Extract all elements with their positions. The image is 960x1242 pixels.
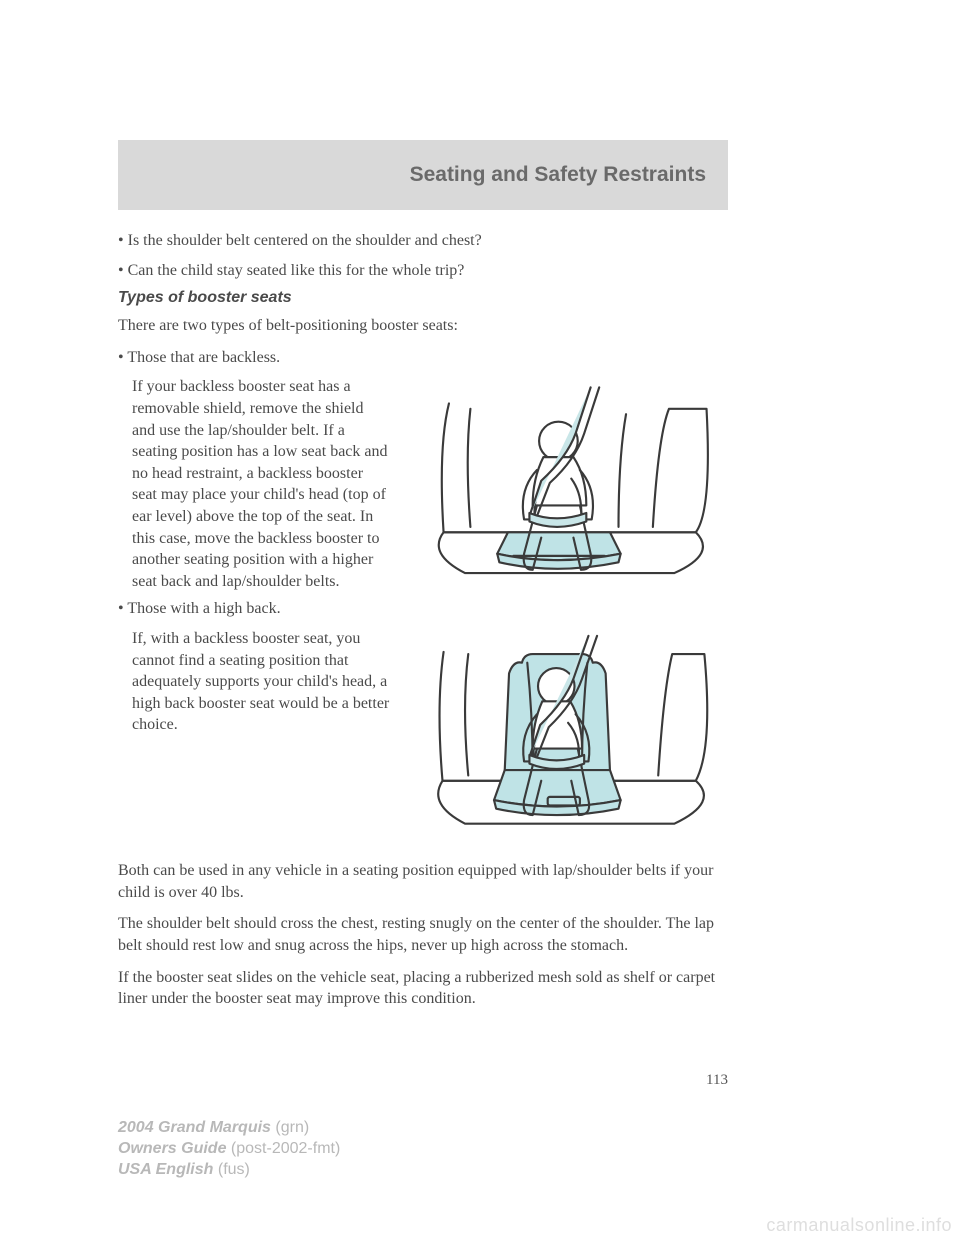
body-text: If your backless booster seat has a remo… (118, 376, 390, 592)
illustration-row-backless: If your backless booster seat has a remo… (118, 376, 728, 592)
body-text: If the booster seat slides on the vehicl… (118, 967, 728, 1010)
bullet-item: Those with a high back. (118, 598, 728, 620)
footer-lang: USA English (118, 1161, 213, 1178)
backless-booster-illustration (406, 376, 728, 592)
chapter-title: Seating and Safety Restraints (410, 163, 706, 187)
watermark-text: carmanualsonline.info (766, 1215, 952, 1236)
chapter-header: Seating and Safety Restraints (118, 140, 728, 210)
bullet-item: Is the shoulder belt centered on the sho… (118, 230, 728, 252)
page-content: Seating and Safety Restraints Is the sho… (118, 140, 728, 1020)
body-text: There are two types of belt-positioning … (118, 315, 728, 337)
highback-booster-illustration (406, 628, 728, 842)
document-footer: 2004 Grand Marquis (grn) Owners Guide (p… (118, 1118, 340, 1180)
section-heading: Types of booster seats (118, 289, 728, 307)
bullet-item: Can the child stay seated like this for … (118, 260, 728, 282)
body-text: Both can be used in any vehicle in a sea… (118, 860, 728, 903)
footer-guide: Owners Guide (118, 1140, 226, 1157)
footer-code: (post-2002-fmt) (231, 1140, 340, 1157)
footer-model: 2004 Grand Marquis (118, 1119, 271, 1136)
footer-code: (fus) (218, 1161, 250, 1178)
page-number: 113 (706, 1072, 728, 1089)
body-text: If, with a backless booster seat, you ca… (118, 628, 390, 842)
footer-code: (grn) (275, 1119, 309, 1136)
illustration-row-highback: If, with a backless booster seat, you ca… (118, 628, 728, 842)
bullet-item: Those that are backless. (118, 347, 728, 369)
body-text: The shoulder belt should cross the chest… (118, 913, 728, 956)
